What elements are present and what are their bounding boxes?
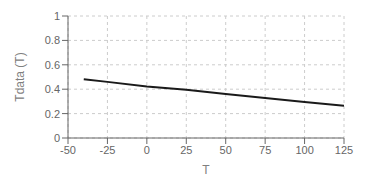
svg-text:25: 25 [180,144,192,156]
svg-text:T: T [202,163,210,177]
svg-text:125: 125 [335,144,353,156]
svg-text:0.8: 0.8 [45,34,60,46]
svg-text:Tdata (T): Tdata (T) [13,52,27,101]
svg-text:0: 0 [54,132,60,144]
svg-text:75: 75 [259,144,271,156]
svg-text:50: 50 [220,144,232,156]
svg-text:100: 100 [295,144,313,156]
svg-text:0.6: 0.6 [45,59,60,71]
svg-text:0.4: 0.4 [45,83,60,95]
svg-text:0.2: 0.2 [45,108,60,120]
svg-text:0: 0 [144,144,150,156]
svg-text:-50: -50 [60,144,76,156]
svg-text:-25: -25 [99,144,115,156]
svg-text:1: 1 [54,10,60,22]
